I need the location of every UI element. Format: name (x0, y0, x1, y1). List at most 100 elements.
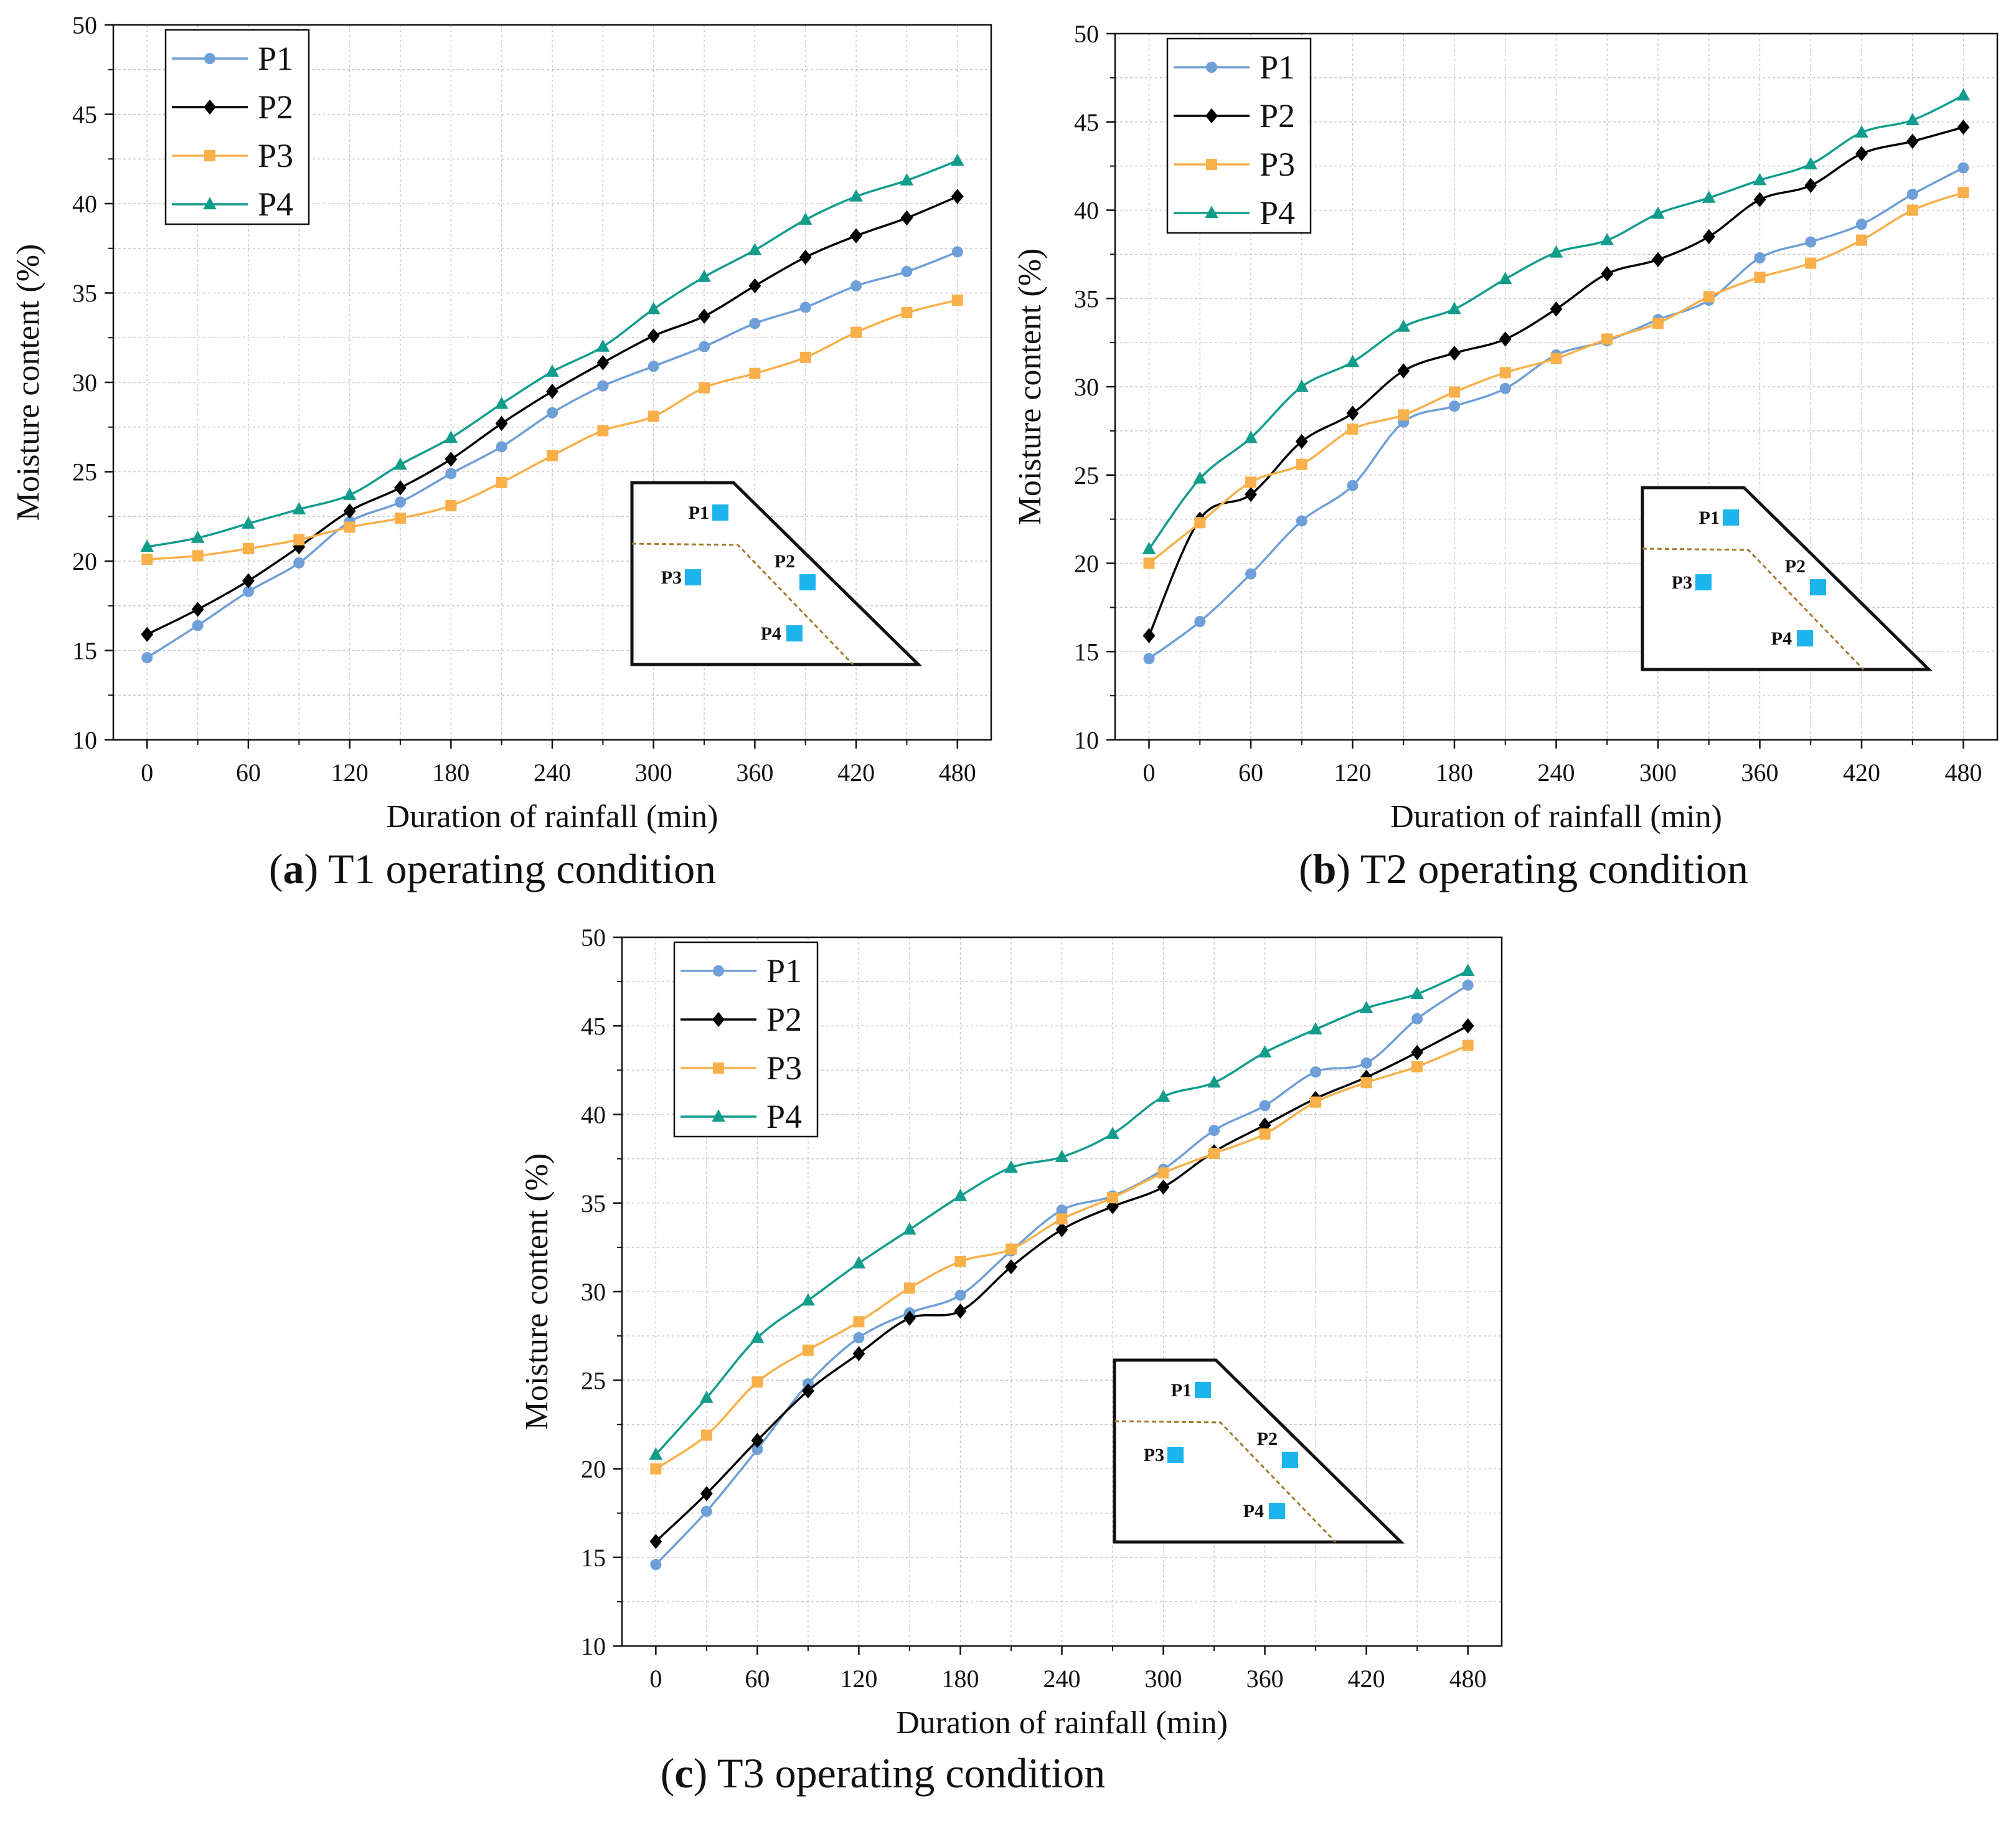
data-point-p1 (1347, 480, 1359, 491)
data-point-p4 (342, 488, 357, 500)
data-point-p4 (1156, 1089, 1171, 1102)
data-point-p2 (343, 503, 356, 519)
data-point-p4 (852, 1256, 866, 1269)
data-point-p1 (1906, 188, 1918, 200)
data-point-p1 (951, 246, 963, 258)
data-point-p3 (344, 521, 356, 533)
chart-panel-1: 10 15 20 25 30 35 40 45 50 0 60 120 180 240 300 360 420 4… (11, 11, 992, 892)
x-tick-label: 300 (1639, 759, 1677, 787)
caption-open: ( (661, 1749, 675, 1797)
data-point-p2 (649, 1533, 662, 1549)
data-point-p3 (903, 1282, 915, 1294)
data-point-p3 (1703, 291, 1715, 303)
data-point-p2 (1753, 192, 1766, 207)
data-point-p4 (1294, 379, 1309, 392)
data-point-p1 (1411, 1013, 1423, 1024)
y-tick-label: 45 (1074, 108, 1099, 136)
x-tick-label: 300 (1145, 1665, 1182, 1693)
x-tick-label: 360 (1741, 759, 1779, 787)
data-point-p2 (1346, 405, 1359, 421)
y-tick-label: 35 (72, 280, 97, 308)
data-point-p2 (954, 1303, 967, 1319)
y-tick-label: 50 (581, 924, 606, 952)
legend-label: P4 (258, 186, 293, 223)
data-point-p4 (649, 1447, 663, 1460)
data-point-p4 (1461, 963, 1475, 977)
x-tick-label: 480 (1945, 759, 1982, 787)
data-point-p2 (951, 189, 964, 204)
data-point-p2 (1855, 146, 1868, 161)
data-point-p3 (648, 410, 659, 422)
data-point-p1 (242, 585, 254, 597)
data-point-p3 (394, 513, 406, 524)
y-tick-label: 10 (581, 1632, 606, 1660)
data-point-p3 (1754, 272, 1766, 283)
x-tick-label: 120 (331, 759, 369, 787)
data-point-p1 (1310, 1066, 1322, 1078)
data-point-p4 (1244, 430, 1258, 443)
data-point-p3 (1601, 333, 1613, 345)
data-point-p4 (1753, 173, 1767, 186)
point-label: P2 (1785, 556, 1806, 577)
legend-marker (1205, 108, 1218, 124)
data-point-p3 (1805, 257, 1817, 269)
caption-close: ) (694, 1749, 708, 1797)
data-point-p4 (1345, 354, 1360, 367)
data-point-p4 (1410, 986, 1424, 1000)
data-point-p2 (141, 627, 154, 642)
x-axis-title: Duration of rainfall (min) (387, 799, 718, 835)
data-point-p4 (950, 153, 964, 166)
data-point-p4 (1549, 245, 1563, 258)
data-point-p2 (900, 210, 913, 226)
legend-label: P4 (766, 1098, 802, 1135)
data-point-p1 (699, 341, 710, 352)
y-tick-label: 40 (72, 190, 97, 218)
data-point-p4 (953, 1188, 968, 1201)
chart-panel-2: 10 15 20 25 30 35 40 45 50 0 60 120 180 240 300 360 420 4… (1012, 20, 1999, 892)
data-point-p1 (1194, 616, 1206, 628)
data-point-p4 (646, 301, 661, 315)
data-point-p4 (1309, 1022, 1322, 1035)
caption-open: ( (1299, 845, 1313, 892)
data-point-p2 (495, 415, 508, 432)
chart-panel-3: 10 15 20 25 30 35 40 45 50 0 60 120 180 240 300 360 420 4… (519, 924, 1503, 1797)
caption-text: T2 operating condition (1350, 845, 1748, 892)
series-line-p1 (1148, 166, 1964, 660)
caption-letter: b (1313, 845, 1337, 892)
data-point-p4 (798, 212, 813, 225)
data-point-p3 (1245, 476, 1256, 488)
y-tick-label: 35 (1074, 285, 1099, 313)
legend-marker (1206, 62, 1217, 73)
data-point-p3 (496, 476, 507, 488)
legend-box (1166, 37, 1312, 234)
x-tick-label: 60 (236, 759, 261, 787)
data-point-p4 (242, 516, 255, 529)
caption-text: T3 operating condition (707, 1749, 1105, 1797)
data-point-p1 (1360, 1057, 1372, 1069)
data-point-p3 (1411, 1061, 1423, 1072)
data-point-p4 (1193, 471, 1207, 484)
data-point-p1 (749, 318, 761, 329)
x-tick-label: 0 (141, 759, 153, 787)
data-point-p4 (596, 339, 610, 352)
point-marker (685, 569, 701, 585)
data-point-p3 (1398, 409, 1410, 421)
x-tick-label: 360 (1246, 1665, 1284, 1693)
data-point-p3 (192, 550, 204, 562)
data-point-p3 (951, 294, 963, 306)
data-point-p3 (1906, 204, 1918, 216)
data-point-p4 (1448, 301, 1461, 315)
legend-marker (712, 1109, 725, 1122)
data-point-p1 (445, 468, 457, 480)
data-point-p3 (650, 1463, 662, 1475)
y-tick-label: 15 (72, 637, 97, 665)
data-point-p1 (597, 380, 609, 392)
x-tick-label: 420 (1348, 1665, 1385, 1693)
y-axis-title: Moisture content (%) (11, 244, 46, 521)
data-point-p1 (1957, 162, 1969, 174)
y-tick-label: 20 (581, 1455, 606, 1483)
data-point-p2 (1411, 1044, 1424, 1061)
data-point-p2 (647, 328, 660, 344)
data-point-p3 (1449, 386, 1460, 398)
point-marker (1167, 1447, 1184, 1463)
